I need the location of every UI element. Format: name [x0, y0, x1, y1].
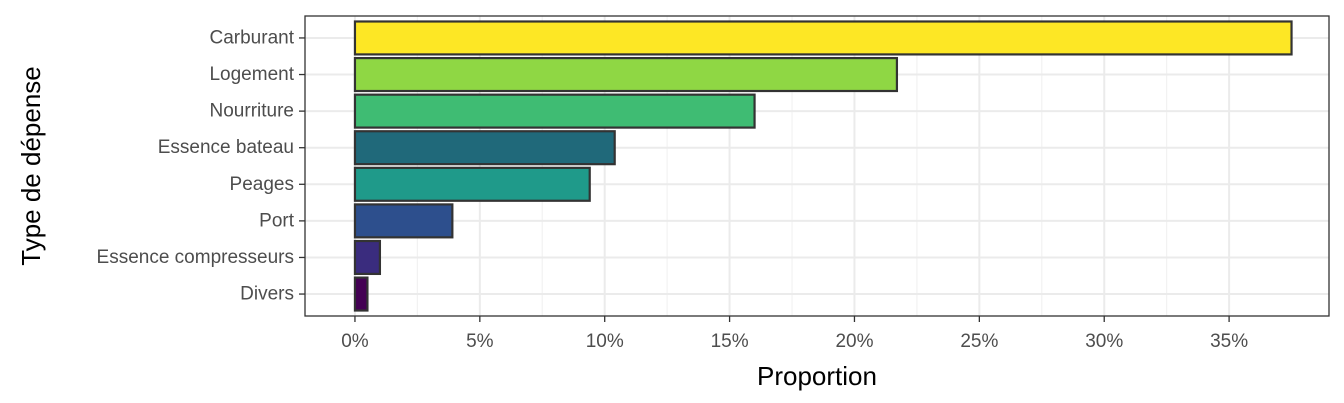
x-tick-label: 35%: [1210, 331, 1248, 352]
y-tick-label: Essence bateau: [158, 137, 294, 158]
x-tick-label: 0%: [341, 331, 369, 352]
bar-peages: [353, 166, 591, 202]
bar-essence-compresseurs: [353, 239, 382, 276]
x-axis-title: Proportion: [757, 361, 877, 391]
y-tick-label: Logement: [209, 64, 294, 85]
bar-essence-bateau: [353, 130, 616, 166]
y-tick-label: Essence compresseurs: [97, 247, 294, 268]
bar-port: [353, 203, 454, 239]
bar-nourriture: [353, 93, 756, 129]
y-axis: Carburant Logement Nourriture Essence batea…: [97, 27, 305, 305]
bar-logement: [353, 56, 899, 93]
y-tick-label: Nourriture: [210, 101, 294, 122]
y-tick-label: Divers: [240, 284, 294, 305]
bar-divers: [353, 276, 369, 312]
bar-carburant: [353, 20, 1293, 56]
x-tick-label: 25%: [960, 331, 998, 352]
x-tick-label: 10%: [586, 331, 624, 352]
plot-border: [304, 15, 1330, 317]
y-tick-label: Port: [259, 210, 295, 231]
y-tick-label: Peages: [230, 174, 294, 195]
x-axis: 0% 5% 10% 15% 20% 25% 30% 35%: [341, 316, 1248, 352]
bars: [353, 20, 1293, 312]
x-tick-label: 30%: [1085, 331, 1123, 352]
y-tick-label: Carburant: [210, 27, 295, 48]
x-tick-label: 15%: [711, 331, 749, 352]
y-axis-title: Type de dépense: [16, 66, 46, 266]
x-tick-label: 5%: [466, 331, 494, 352]
x-tick-label: 20%: [835, 331, 873, 352]
